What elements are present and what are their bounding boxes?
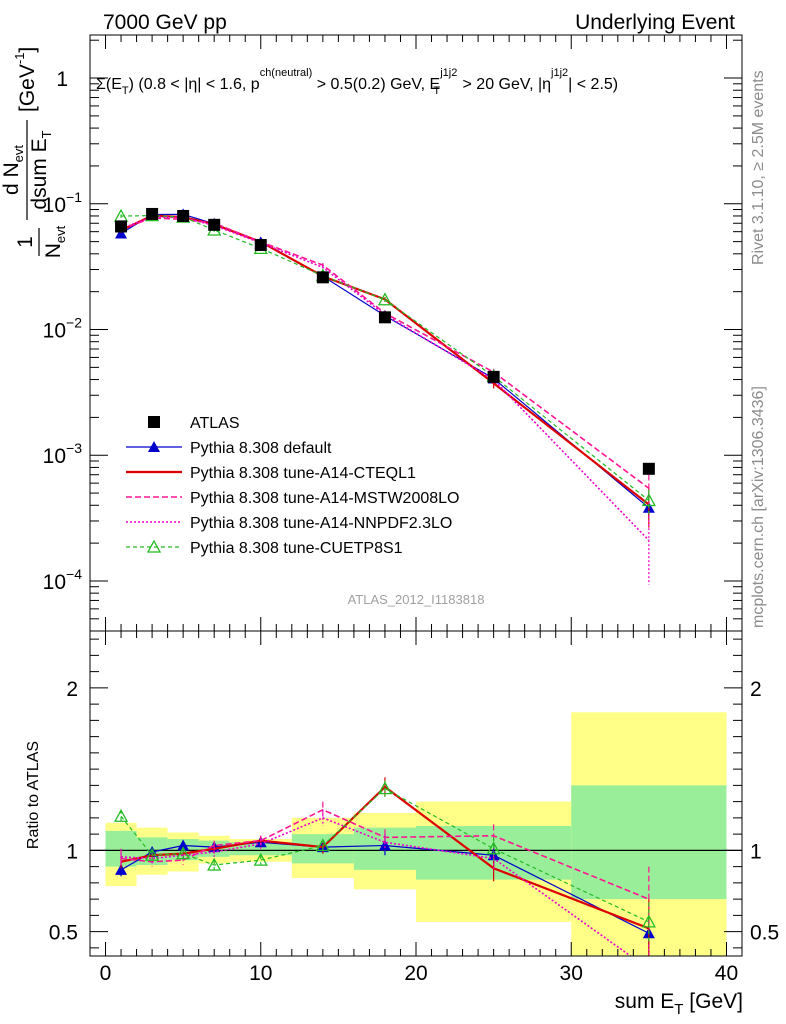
svg-text:Nevt: Nevt [42, 225, 68, 258]
legend-label: Pythia 8.308 tune-A14-MSTW2008LO [190, 490, 459, 507]
series-marker [641, 493, 656, 507]
svg-text:1: 1 [14, 236, 37, 248]
legend-label: ATLAS [190, 415, 240, 432]
svg-text:dsum ET: dsum ET [28, 130, 54, 209]
ratio-panel: 0 10 20 30 40 0.5 0.5 1 1 2 2 [49, 631, 779, 985]
ratio-tick-label: 0.5 [49, 922, 78, 945]
legend-label: Pythia 8.308 tune-A14-CTEQL1 [190, 465, 416, 482]
series-marker [146, 539, 162, 553]
ratio-tick-label: 1 [66, 840, 78, 863]
series-line [120, 214, 650, 506]
x-tick-label: 0 [100, 962, 112, 985]
x-axis-label: sum ET [GeV] [615, 990, 743, 1018]
y-tick-label: 10−2 [43, 315, 83, 343]
ratio-series-line [120, 808, 650, 900]
series-marker [378, 839, 391, 851]
series-marker [377, 781, 393, 795]
series-line [121, 215, 650, 501]
y-tick-label: 10−4 [43, 566, 83, 594]
series-marker [207, 857, 222, 871]
x-tick-label: 40 [715, 962, 738, 985]
svg-text:[GeV-1]: [GeV-1] [12, 47, 39, 112]
ratio-tick-label: 1 [750, 840, 762, 863]
x-tick-label: 20 [404, 962, 427, 985]
series-marker [641, 914, 656, 928]
legend-label: Pythia 8.308 tune-A14-NNPDF2.3LO [190, 515, 452, 532]
ratio-y-label: Ratio to ATLAS [25, 741, 42, 849]
ratio-series-group [113, 777, 656, 956]
header-left: 7000 GeV pp [103, 11, 227, 34]
series-marker [176, 846, 191, 860]
x-tick-label: 10 [249, 962, 272, 985]
series-marker [115, 863, 128, 875]
data-point [642, 462, 655, 475]
analysis-id: ATLAS_2012_I1183818 [348, 592, 485, 607]
ratio-band-stat [571, 785, 727, 900]
series-marker [486, 841, 501, 855]
data-point [254, 239, 267, 252]
ratio-frame [89, 630, 743, 957]
data-point [115, 220, 128, 233]
ratio-tick-label: 2 [66, 678, 78, 701]
data-point [316, 271, 329, 284]
rivet-label: Rivet 3.1.10, ≥ 2.5M events [750, 70, 767, 265]
svg-text:d Nevt: d Nevt [0, 145, 26, 195]
series-line [120, 213, 650, 509]
ratio-tick-label: 2 [750, 678, 762, 701]
y-axis-label: 1 Nevt d Nevt dsum ET [GeV-1] [0, 47, 68, 259]
series-marker [253, 852, 268, 866]
y-tick-label: 1 [56, 68, 68, 91]
series-marker [377, 292, 393, 306]
legend-label: Pythia 8.308 tune-CUETP8S1 [190, 540, 403, 557]
x-tick-label: 30 [560, 962, 583, 985]
series-marker [115, 227, 128, 239]
legend-marker [148, 416, 160, 428]
header-right: Underlying Event [575, 11, 735, 34]
data-point [177, 209, 190, 222]
y-tick-label: 10−1 [43, 189, 83, 217]
y-tick-label: 10−3 [43, 440, 83, 468]
series-marker [177, 839, 190, 851]
data-point [487, 370, 500, 383]
chart-title: Σ(ET) (0.8 < |η| < 1.6, pch(neutral) > 0… [96, 67, 618, 97]
series-marker [113, 808, 129, 822]
series-marker [315, 838, 330, 852]
data-point [208, 218, 221, 231]
series-marker [148, 441, 160, 452]
main-panel: 10−4 10−3 10−2 10−1 1 [43, 35, 743, 632]
data-point [378, 311, 391, 324]
legend-label: Pythia 8.308 default [190, 440, 332, 457]
legend: ATLAS Pythia 8.308 default Pythia 8.308 tu… [126, 415, 459, 557]
data-point [146, 207, 159, 220]
series-marker [145, 847, 160, 861]
ratio-tick-label: 0.5 [750, 922, 779, 945]
mcplots-label: mcplots.cern.ch [arXiv:1306.3436] [750, 386, 767, 628]
